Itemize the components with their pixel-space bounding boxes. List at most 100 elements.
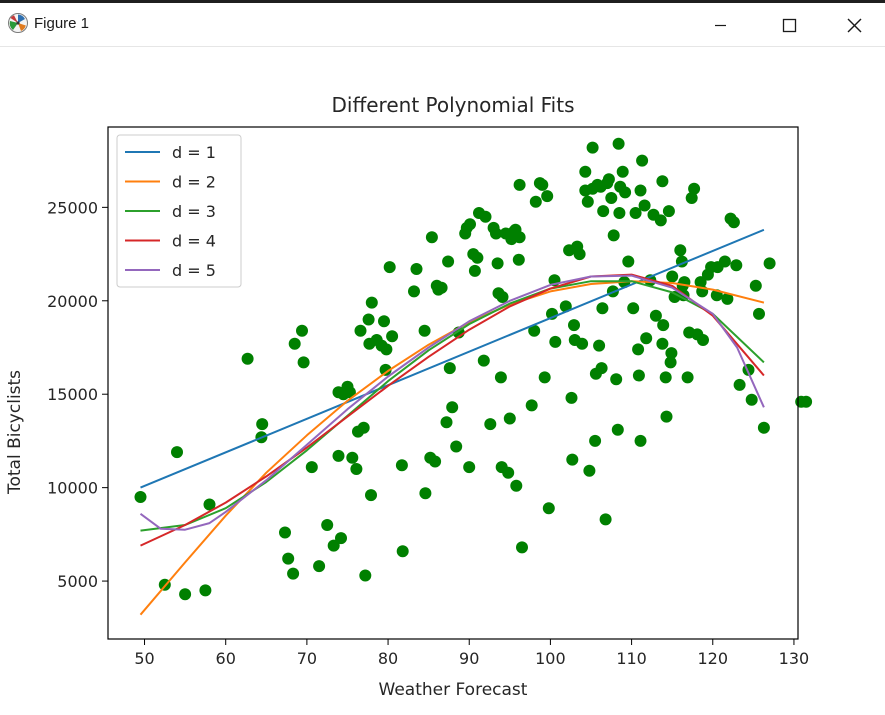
legend-label: d = 2 <box>172 173 216 192</box>
scatter-point <box>674 244 687 257</box>
scatter-point <box>568 319 580 332</box>
scatter-point <box>610 373 623 386</box>
scatter-point <box>654 214 667 227</box>
scatter-point <box>305 461 318 474</box>
scatter-point <box>494 371 507 384</box>
scatter-point <box>616 165 629 178</box>
scatter-point <box>697 334 709 346</box>
scatter-point <box>536 178 549 191</box>
scatter-point <box>576 337 589 350</box>
scatter-point <box>636 154 649 167</box>
x-tick-label: 60 <box>216 649 236 668</box>
y-axis-label: Total Bicyclists <box>5 370 25 495</box>
y-tick-label: 15000 <box>47 385 98 404</box>
scatter-point <box>649 309 662 322</box>
scatter-point <box>753 307 765 320</box>
scatter-point <box>503 412 516 425</box>
scatter-point <box>611 423 624 436</box>
x-tick-label: 70 <box>297 649 317 668</box>
scatter-point <box>418 324 431 337</box>
scatter-point <box>800 395 813 408</box>
scatter-point <box>171 446 183 459</box>
scatter-point <box>440 416 453 429</box>
scatter-point <box>586 141 599 154</box>
scatter-point <box>346 451 359 464</box>
scatter-point <box>362 313 375 326</box>
scatter-point <box>513 178 526 191</box>
legend: d = 1 d = 2 d = 3 d = 4 d = 5 <box>116 134 242 288</box>
scatter-point <box>745 393 758 406</box>
scatter-point <box>450 440 463 453</box>
legend-box <box>116 134 242 288</box>
x-tick-label: 120 <box>697 649 728 668</box>
scatter-point <box>435 281 448 294</box>
scatter-point <box>203 498 216 511</box>
scatter-point <box>634 434 647 447</box>
scatter-point <box>583 464 596 477</box>
scatter-point <box>659 371 672 384</box>
scatter-point <box>634 184 647 197</box>
scatter-point <box>490 227 502 240</box>
scatter-point <box>516 541 528 554</box>
x-tick-label: 110 <box>616 649 647 668</box>
scatter-point <box>471 251 484 264</box>
scatter-point <box>442 255 455 268</box>
scatter-point <box>595 362 608 375</box>
scatter-point <box>443 362 456 375</box>
scatter-point <box>721 292 734 305</box>
minimize-button[interactable] <box>698 7 744 43</box>
scatter-point <box>179 588 192 601</box>
scatter-point <box>357 421 370 434</box>
figure-canvas: Different Polynomial Fits 50 60 70 80 90 100 1… <box>0 47 885 715</box>
y-tick-label: 25000 <box>47 198 98 217</box>
scatter-series <box>134 137 813 601</box>
scatter-point <box>256 418 269 431</box>
x-axis-label: Weather Forecast <box>379 680 528 700</box>
scatter-point <box>597 205 610 218</box>
scatter-point <box>288 337 301 350</box>
chart-title: Different Polynomial Fits <box>332 93 575 117</box>
scatter-point <box>607 229 620 242</box>
scatter-point <box>657 319 670 332</box>
scatter-point <box>619 186 632 199</box>
fit-line-d4 <box>140 273 765 547</box>
fit-line-d1 <box>140 228 765 489</box>
scatter-point <box>410 263 423 275</box>
scatter-point <box>396 545 409 558</box>
x-tick-label: 100 <box>535 649 566 668</box>
scatter-point <box>688 182 701 195</box>
maximize-button[interactable] <box>766 7 812 43</box>
scatter-point <box>464 218 476 231</box>
window-title: Figure 1 <box>34 15 90 32</box>
x-tick-label: 80 <box>378 649 398 668</box>
scatter-point <box>542 502 555 515</box>
scatter-point <box>589 434 602 447</box>
scatter-point <box>605 192 618 204</box>
scatter-point <box>660 410 673 423</box>
scatter-point <box>379 363 392 376</box>
scatter-point <box>383 261 396 274</box>
scatter-point <box>763 257 776 270</box>
title-bar[interactable]: Figure 1 <box>0 3 885 47</box>
scatter-point <box>496 291 509 303</box>
scatter-point <box>733 378 746 391</box>
scatter-point <box>602 173 615 186</box>
scatter-point <box>425 231 438 244</box>
close-button[interactable] <box>831 7 877 43</box>
scatter-point <box>579 165 592 178</box>
scatter-point <box>718 255 731 268</box>
maximize-icon <box>782 18 797 33</box>
scatter-point <box>613 207 626 219</box>
scatter-point <box>565 391 578 404</box>
legend-label: d = 4 <box>172 232 216 251</box>
scatter-point <box>380 343 393 356</box>
scatter-point <box>134 491 147 503</box>
scatter-point <box>727 216 740 229</box>
polynomial-fits-chart: Different Polynomial Fits 50 60 70 80 90 100 1… <box>0 47 885 715</box>
scatter-point <box>386 330 399 343</box>
scatter-point <box>599 513 612 526</box>
scatter-point <box>638 199 651 212</box>
scatter-point <box>665 347 678 360</box>
scatter-point <box>513 231 526 244</box>
matplotlib-icon <box>8 13 28 33</box>
